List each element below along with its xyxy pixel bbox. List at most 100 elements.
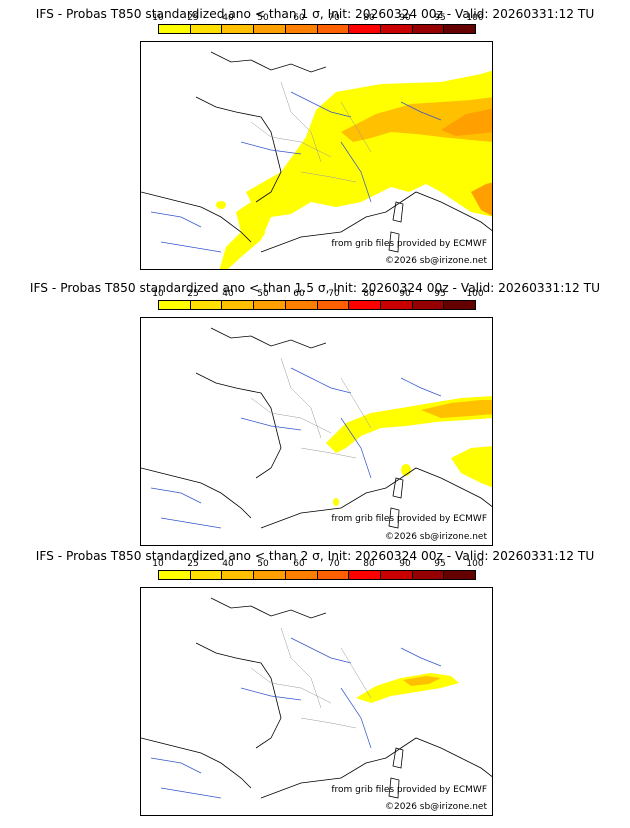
coastline bbox=[141, 327, 492, 529]
scale-label: 40 bbox=[222, 13, 234, 23]
coastline bbox=[388, 747, 404, 799]
scale-swatch bbox=[254, 301, 286, 309]
probability-map: from grib files provided by ECMWF ©2026 … bbox=[140, 41, 493, 270]
scale-swatch bbox=[412, 25, 445, 33]
color-scale-bar bbox=[158, 300, 476, 310]
credit-source: from grib files provided by ECMWF bbox=[331, 514, 487, 524]
scale-label: 50 bbox=[257, 13, 269, 23]
river bbox=[150, 91, 442, 253]
border bbox=[250, 81, 372, 183]
scale-swatch bbox=[190, 301, 223, 309]
scale-swatch bbox=[412, 301, 445, 309]
scale-swatch bbox=[444, 571, 476, 579]
scale-label: 25 bbox=[187, 13, 199, 23]
scale-label: 60 bbox=[293, 559, 305, 569]
scale-label: 10 bbox=[152, 559, 164, 569]
border bbox=[250, 357, 372, 459]
scale-label: 50 bbox=[257, 289, 269, 299]
color-scale-labels: 10 25 40 50 60 70 80 90 95 100 bbox=[140, 13, 484, 24]
scale-swatch bbox=[159, 301, 191, 309]
scale-label: 25 bbox=[187, 559, 199, 569]
scale-label: 90 bbox=[399, 13, 411, 23]
map-drawing bbox=[141, 51, 492, 269]
scale-swatch bbox=[222, 25, 255, 33]
scale-label: 40 bbox=[222, 289, 234, 299]
map-panel-2: IFS - Probas T850 standardized ano < tha… bbox=[0, 276, 630, 552]
scale-label: 100 bbox=[466, 559, 484, 569]
scale-swatch bbox=[159, 571, 191, 579]
color-scale-labels: 10 25 40 50 60 70 80 90 95 100 bbox=[140, 289, 484, 300]
probability-area-mid bbox=[421, 400, 492, 418]
scale-label: 60 bbox=[293, 13, 305, 23]
scale-label: 50 bbox=[257, 559, 269, 569]
probability-blob bbox=[257, 227, 265, 237]
credit-source: from grib files provided by ECMWF bbox=[331, 239, 487, 249]
probability-map: from grib files provided by ECMWF ©2026 … bbox=[140, 317, 493, 546]
coastline bbox=[388, 477, 404, 529]
coastline bbox=[388, 201, 404, 253]
scale-swatch bbox=[254, 25, 286, 33]
panel-title: IFS - Probas T850 standardized ano < tha… bbox=[29, 281, 601, 295]
scale-label: 100 bbox=[466, 13, 484, 23]
scale-label: 100 bbox=[466, 289, 484, 299]
credit-copyright: ©2026 sb@irizone.net bbox=[385, 802, 487, 812]
scale-swatch bbox=[349, 25, 381, 33]
probability-area-low bbox=[451, 446, 492, 488]
scale-swatch bbox=[254, 571, 286, 579]
scale-label: 70 bbox=[328, 13, 340, 23]
panel-title: IFS - Probas T850 standardized ano < tha… bbox=[35, 549, 595, 563]
scale-swatch bbox=[159, 25, 191, 33]
scale-label: 95 bbox=[434, 559, 446, 569]
panel-title: IFS - Probas T850 standardized ano < tha… bbox=[35, 7, 595, 21]
scale-label: 95 bbox=[434, 289, 446, 299]
scale-label: 70 bbox=[328, 289, 340, 299]
border bbox=[250, 627, 372, 729]
map-drawing bbox=[141, 597, 492, 799]
scale-swatch bbox=[285, 25, 318, 33]
scale-swatch bbox=[317, 301, 350, 309]
scale-swatch bbox=[444, 25, 476, 33]
credit-source: from grib files provided by ECMWF bbox=[331, 785, 487, 795]
scale-swatch bbox=[380, 571, 413, 579]
river bbox=[150, 367, 442, 529]
scale-label: 95 bbox=[434, 13, 446, 23]
probability-area-high bbox=[441, 108, 492, 136]
scale-label: 10 bbox=[152, 289, 164, 299]
map-panel-1: IFS - Probas T850 standardized ano < tha… bbox=[0, 0, 630, 276]
scale-label: 10 bbox=[152, 13, 164, 23]
color-scale-bar bbox=[158, 570, 476, 580]
scale-label: 90 bbox=[399, 559, 411, 569]
credit-copyright: ©2026 sb@irizone.net bbox=[385, 532, 487, 542]
map-panel-3: IFS - Probas T850 standardized ano < tha… bbox=[0, 546, 630, 822]
scale-swatch bbox=[349, 301, 381, 309]
color-scale-labels: 10 25 40 50 60 70 80 90 95 100 bbox=[140, 559, 484, 570]
scale-swatch bbox=[317, 25, 350, 33]
scale-swatch bbox=[190, 25, 223, 33]
probability-map: from grib files provided by ECMWF ©2026 … bbox=[140, 587, 493, 816]
scale-label: 80 bbox=[363, 13, 375, 23]
scale-swatch bbox=[349, 571, 381, 579]
color-scale-bar bbox=[158, 24, 476, 34]
scale-label: 70 bbox=[328, 559, 340, 569]
scale-swatch bbox=[285, 301, 318, 309]
scale-swatch bbox=[412, 571, 445, 579]
scale-label: 80 bbox=[363, 289, 375, 299]
scale-label: 40 bbox=[222, 559, 234, 569]
map-drawing bbox=[141, 327, 492, 529]
river bbox=[150, 637, 442, 799]
scale-swatch bbox=[222, 301, 255, 309]
scale-swatch bbox=[285, 571, 318, 579]
probability-blob bbox=[216, 201, 226, 209]
probability-blob bbox=[333, 498, 339, 506]
scale-label: 90 bbox=[399, 289, 411, 299]
coastline bbox=[141, 51, 492, 253]
credit-copyright: ©2026 sb@irizone.net bbox=[385, 256, 487, 266]
probability-area-low bbox=[356, 673, 459, 703]
probability-area-high bbox=[471, 182, 492, 216]
probability-area-mid bbox=[403, 676, 441, 686]
scale-swatch bbox=[380, 301, 413, 309]
scale-swatch bbox=[380, 25, 413, 33]
scale-swatch bbox=[317, 571, 350, 579]
scale-label: 25 bbox=[187, 289, 199, 299]
scale-swatch bbox=[190, 571, 223, 579]
